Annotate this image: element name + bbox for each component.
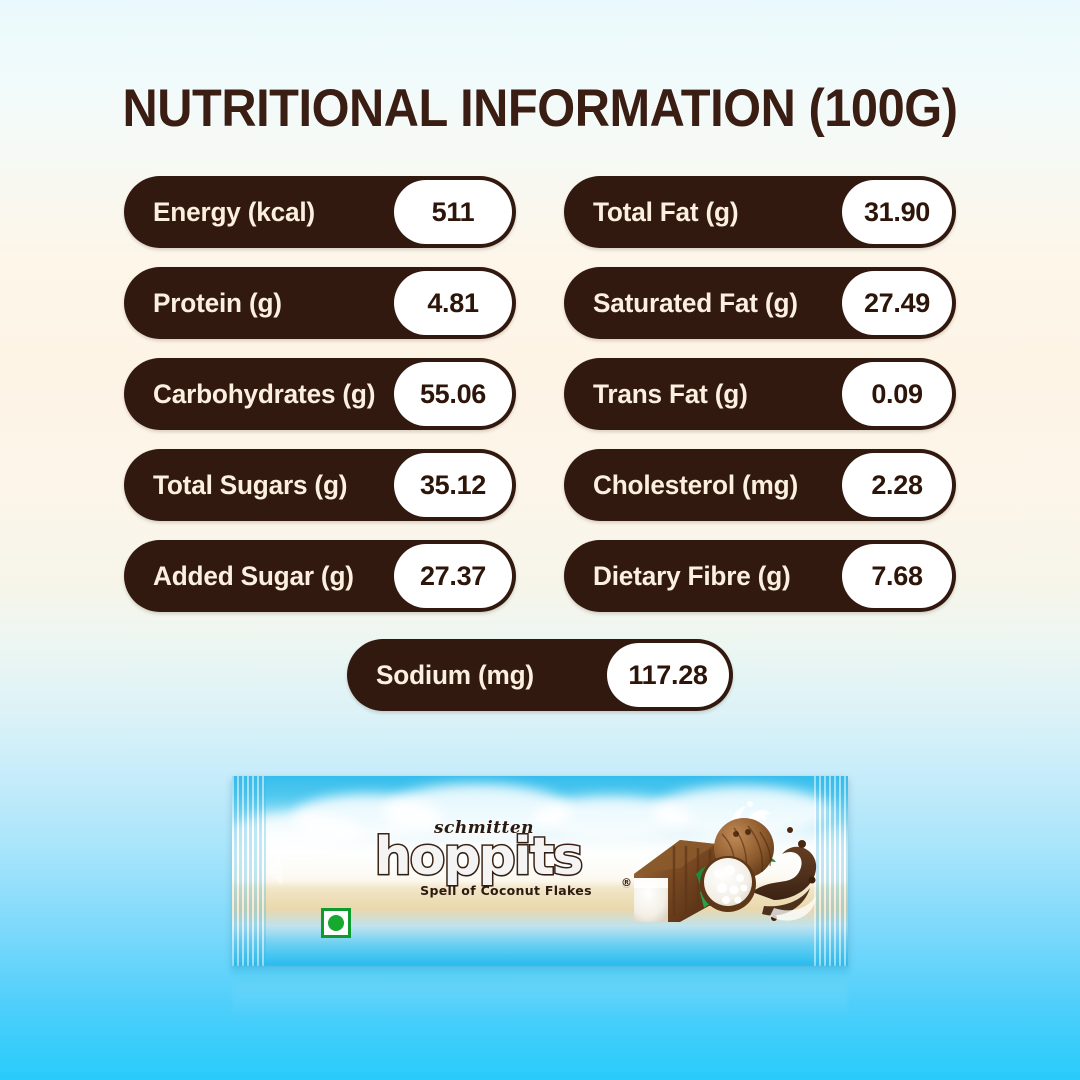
nutrition-row: Total Fat (g) 31.90 [564, 176, 956, 248]
brand-script-name: schmitten [433, 818, 535, 838]
vegetarian-mark-icon [321, 908, 351, 938]
nutrient-label: Dietary Fibre (g) [593, 560, 791, 591]
product-artwork [624, 796, 824, 946]
nutrition-row: Carbohydrates (g) 55.06 [124, 358, 516, 430]
wrapper-crimp-left [232, 776, 266, 966]
nutrient-label: Cholesterol (mg) [593, 469, 798, 500]
nutrient-value: 55.06 [394, 362, 512, 426]
product-wrapper: schmitten hoppits ® Spell of Coconut Flak… [232, 776, 848, 966]
nutrient-label: Total Fat (g) [593, 196, 739, 227]
nutrition-table: Energy (kcal) 511 Protein (g) 4.81 Carbo… [124, 176, 956, 631]
nutrient-value: 2.28 [842, 453, 952, 517]
nutrition-row: Saturated Fat (g) 27.49 [564, 267, 956, 339]
nutrient-label: Carbohydrates (g) [153, 378, 376, 409]
nutrition-right-column: Total Fat (g) 31.90 Saturated Fat (g) 27… [564, 176, 956, 631]
wrapper-notch-left [266, 857, 282, 885]
nutrient-value: 4.81 [394, 271, 512, 335]
nutrient-value: 27.49 [842, 271, 952, 335]
nutrition-row: Total Sugars (g) 35.12 [124, 449, 516, 521]
wrapper-crimp-right [814, 776, 848, 966]
nutrient-label: Total Sugars (g) [153, 469, 348, 500]
nutrient-value: 511 [394, 180, 512, 244]
brand-name-text: hoppits [373, 827, 585, 887]
nutrient-value: 35.12 [394, 453, 512, 517]
nutrition-row: Dietary Fibre (g) 7.68 [564, 540, 956, 612]
nutrition-left-column: Energy (kcal) 511 Protein (g) 4.81 Carbo… [124, 176, 516, 631]
nutrient-value: 117.28 [607, 643, 729, 707]
nutrient-label: Energy (kcal) [153, 196, 315, 227]
nutrition-row: Cholesterol (mg) 2.28 [564, 449, 956, 521]
nutrient-label: Added Sugar (g) [153, 560, 354, 591]
vegetarian-green-dot-icon [328, 915, 344, 931]
coconut-chocolate-artwork-icon [634, 801, 817, 922]
nutrient-label: Sodium (mg) [376, 659, 534, 690]
nutrition-row: Trans Fat (g) 0.09 [564, 358, 956, 430]
nutrient-label: Protein (g) [153, 287, 282, 318]
page-title: NUTRITIONAL INFORMATION (100G) [122, 79, 958, 138]
product-reflection [232, 966, 848, 1018]
nutrition-row: Added Sugar (g) 27.37 [124, 540, 516, 612]
nutrient-label: Saturated Fat (g) [593, 287, 798, 318]
nutrient-value: 31.90 [842, 180, 952, 244]
nutrition-row: Protein (g) 4.81 [124, 267, 516, 339]
nutrient-value: 0.09 [842, 362, 952, 426]
registered-mark-icon: ® [621, 876, 632, 889]
nutrition-row: Energy (kcal) 511 [124, 176, 516, 248]
brand-name: hoppits ® [328, 830, 632, 889]
product-packshot: schmitten hoppits ® Spell of Coconut Flak… [232, 776, 848, 1018]
brand-tagline: Spell of Coconut Flakes [420, 882, 592, 898]
nutrient-value: 7.68 [842, 544, 952, 608]
nutrient-label: Trans Fat (g) [593, 378, 748, 409]
brand-lockup: schmitten hoppits ® Spell of Coconut Flak… [328, 818, 632, 898]
nutrient-value: 27.37 [394, 544, 512, 608]
nutrition-row-sodium-wrapper: Sodium (mg) 117.28 [0, 639, 1080, 711]
nutrition-row: Sodium (mg) 117.28 [347, 639, 733, 711]
